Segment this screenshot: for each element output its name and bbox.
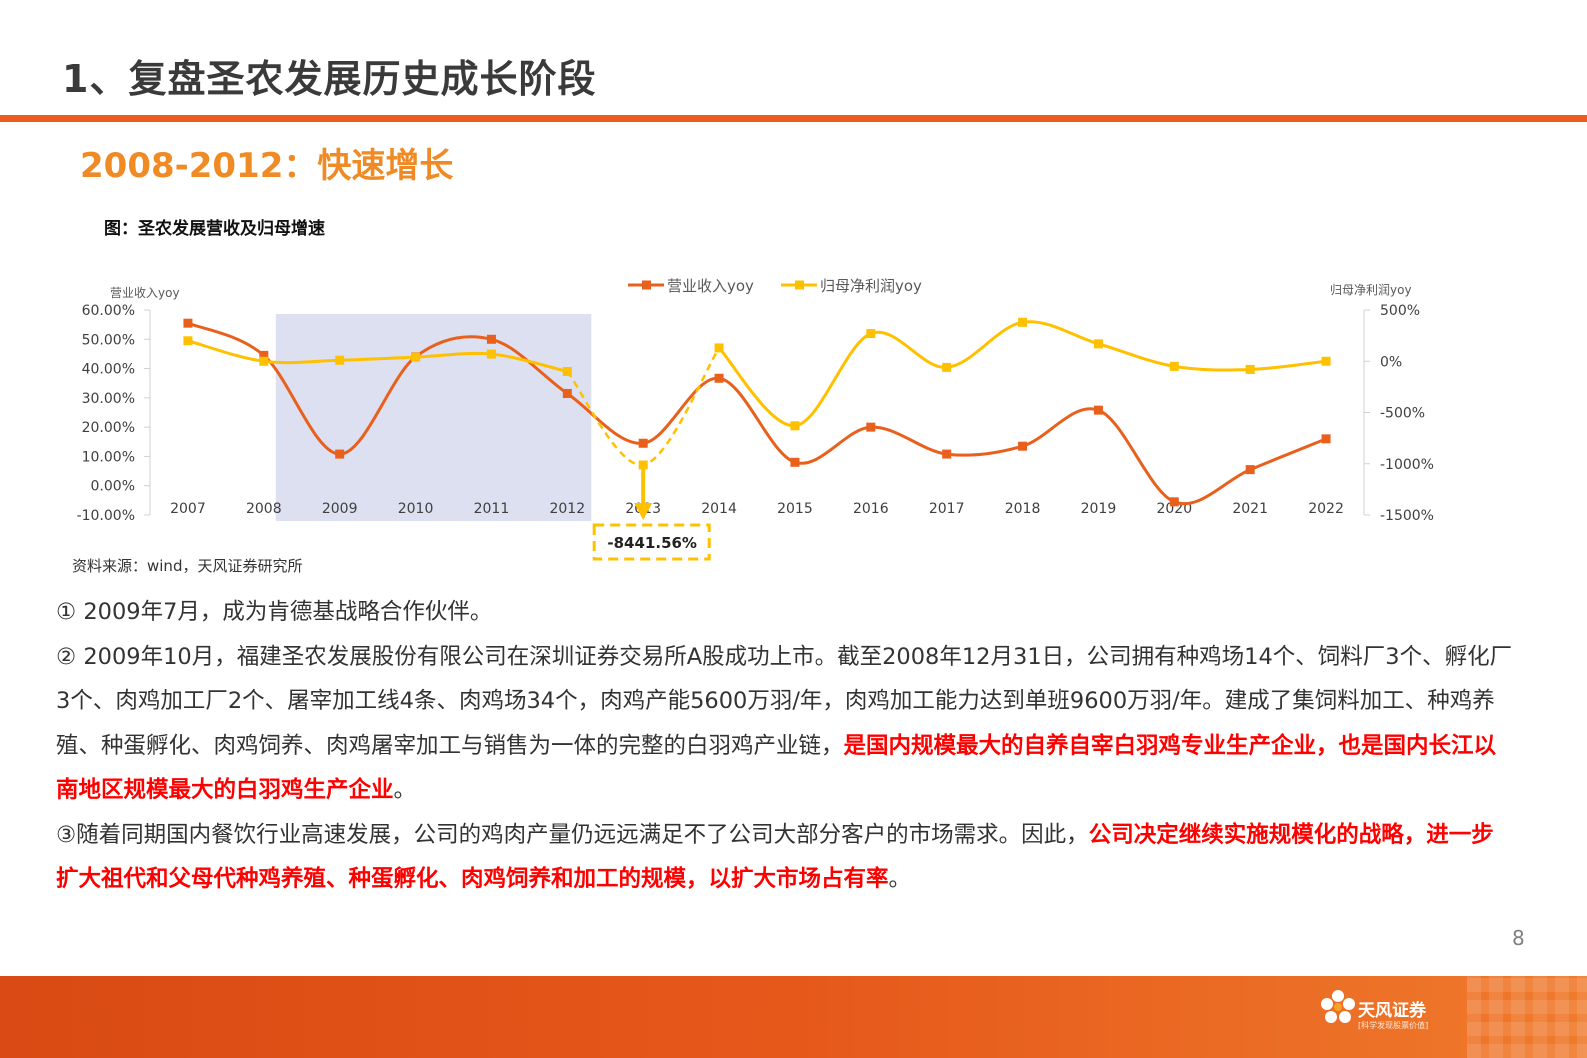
x-tick-label: 2007 xyxy=(170,501,206,517)
source-note: 资料来源：wind，天风证券研究所 xyxy=(72,557,303,575)
callout-box xyxy=(592,523,711,561)
right-tick-label: 500% xyxy=(1380,303,1420,319)
series-1-point xyxy=(1093,405,1103,415)
brand-name: 天风证券 xyxy=(1358,1001,1426,1021)
left-tick-label: 20.00% xyxy=(82,420,135,436)
right-tick-label: 0% xyxy=(1380,354,1402,370)
series-2-point xyxy=(486,349,496,359)
x-tick-label: 2016 xyxy=(853,501,889,517)
paragraph-1: ① 2009年7月，成为肯德基战略合作伙伴。 xyxy=(56,599,493,625)
paragraph-3-text: ③随着同期国内餐饮行业高速发展，公司的鸡肉产量仍远远满足不了公司大部分客户的市场… xyxy=(56,821,1089,848)
body-text: ① 2009年7月，成为肯德基战略合作伙伴。 ② 2009年10月，福建圣农发展… xyxy=(56,590,1516,902)
series-1-point xyxy=(1169,497,1179,507)
series-2-point xyxy=(790,421,800,431)
series-1-point xyxy=(790,457,800,467)
section-heading: 2008-2012：快速增长 xyxy=(80,146,454,186)
paragraph-2-text: ② 2009年10月，福建圣农发展股份有限公司在深圳证券交易所A股成功上市。截至… xyxy=(56,643,1513,759)
x-tick-label: 2008 xyxy=(246,501,282,517)
x-tick-label: 2017 xyxy=(929,501,965,517)
shaded-period-band xyxy=(275,314,592,521)
x-tick-label: 2021 xyxy=(1232,501,1268,517)
x-tick-label: 2011 xyxy=(474,501,510,517)
series-2-point xyxy=(335,355,345,365)
callout-arrow-head xyxy=(634,503,653,520)
series-1-point xyxy=(866,422,876,432)
series-1-point xyxy=(714,373,724,383)
series-2-point xyxy=(714,343,724,353)
series-2-point xyxy=(942,362,952,372)
left-tick-label: 40.00% xyxy=(82,362,135,378)
right-axis-title: 归母净利润yoy xyxy=(1330,283,1412,297)
series-2-point xyxy=(1093,339,1103,349)
series-2-point xyxy=(1245,364,1255,374)
x-tick-label: 2022 xyxy=(1308,501,1344,517)
series-1-point xyxy=(942,449,952,459)
left-axis-title: 营业收入yoy xyxy=(110,286,180,300)
series-2-point xyxy=(259,356,269,366)
revenue-profit-growth-chart: 60.00% 50.00% 40.00% 30.00% 20.00% 10.00% 0.00… xyxy=(77,277,1434,561)
series-1-point xyxy=(638,438,648,448)
x-tick-label: 2019 xyxy=(1081,501,1117,517)
title-rule xyxy=(0,115,1587,122)
legend-swatch-marker xyxy=(795,280,804,290)
x-tick-label: 2012 xyxy=(549,501,585,517)
footer-band: 天风证券 [科学发现股票价值] xyxy=(0,976,1587,1058)
series-2-point xyxy=(866,329,876,339)
series-2-point xyxy=(183,336,193,346)
series-2-point xyxy=(1321,356,1331,366)
series-2-point xyxy=(1018,317,1028,327)
left-tick-label: 0.00% xyxy=(91,479,135,495)
series-1-point xyxy=(1245,465,1255,475)
left-tick-label: 60.00% xyxy=(82,303,135,319)
slide-title: 1、复盘圣农发展历史成长阶段 xyxy=(62,57,597,101)
series-2-point xyxy=(411,352,421,362)
series-2-line xyxy=(187,339,568,373)
callout-label: -8441.56% xyxy=(607,534,697,552)
series-1-point xyxy=(562,388,572,398)
paragraph-2: ② 2009年10月，福建圣农发展股份有限公司在深圳证券交易所A股成功上市。截至… xyxy=(56,635,1516,813)
series-1-point xyxy=(335,449,345,459)
series-2-point xyxy=(1169,361,1179,371)
legend-swatch-marker xyxy=(642,280,651,290)
x-tick-label: 2014 xyxy=(701,501,737,517)
series-1-point xyxy=(259,350,269,360)
page-number: 8 xyxy=(1512,926,1525,950)
series-1-point xyxy=(183,318,193,328)
paragraph-3-highlight: 公司决定继续实施规模化的战略，进一步扩大祖代和父母代种鸡养殖、种蛋孵化、肉鸡饲养… xyxy=(56,821,1494,893)
left-tick-label: -10.00% xyxy=(77,508,135,524)
right-tick-label: -1000% xyxy=(1380,457,1434,473)
series-2-point xyxy=(562,367,572,376)
x-tick-label: 2010 xyxy=(398,501,434,517)
figure-caption: 图：圣农发展营收及归母增速 xyxy=(104,219,325,239)
paragraph-3-end: 。 xyxy=(888,866,912,892)
flower-logo-icon xyxy=(1321,990,1355,1023)
left-tick-label: 30.00% xyxy=(82,391,135,407)
left-tick-label: 10.00% xyxy=(82,449,135,465)
series-1-line xyxy=(187,321,1327,506)
right-tick-label: -500% xyxy=(1380,406,1425,422)
x-tick-label: 2015 xyxy=(777,501,813,517)
paragraph-3: ③随着同期国内餐饮行业高速发展，公司的鸡肉产量仍远远满足不了公司大部分客户的市场… xyxy=(56,813,1516,902)
footer-pattern xyxy=(1467,976,1587,1058)
legend-label: 归母净利润yoy xyxy=(820,277,922,295)
brand-tagline: [科学发现股票价值] xyxy=(1358,1021,1429,1030)
paragraph-2-end: 。 xyxy=(393,777,417,803)
x-tick-label: 2009 xyxy=(322,501,358,517)
legend-label: 营业收入yoy xyxy=(667,277,754,295)
series-2-line xyxy=(717,320,1327,428)
left-tick-label: 50.00% xyxy=(82,332,135,348)
series-1-point xyxy=(1321,434,1331,444)
right-tick-label: -1500% xyxy=(1380,508,1434,524)
series-1-point xyxy=(486,334,496,344)
series-1-point xyxy=(1018,441,1028,451)
x-tick-label: 2018 xyxy=(1005,501,1041,517)
series-2-point xyxy=(638,460,648,470)
paragraph-2-highlight: 是国内规模最大的自养自宰白羽鸡专业生产企业，也是国内长江以南地区规模最大的白羽鸡… xyxy=(56,732,1497,804)
